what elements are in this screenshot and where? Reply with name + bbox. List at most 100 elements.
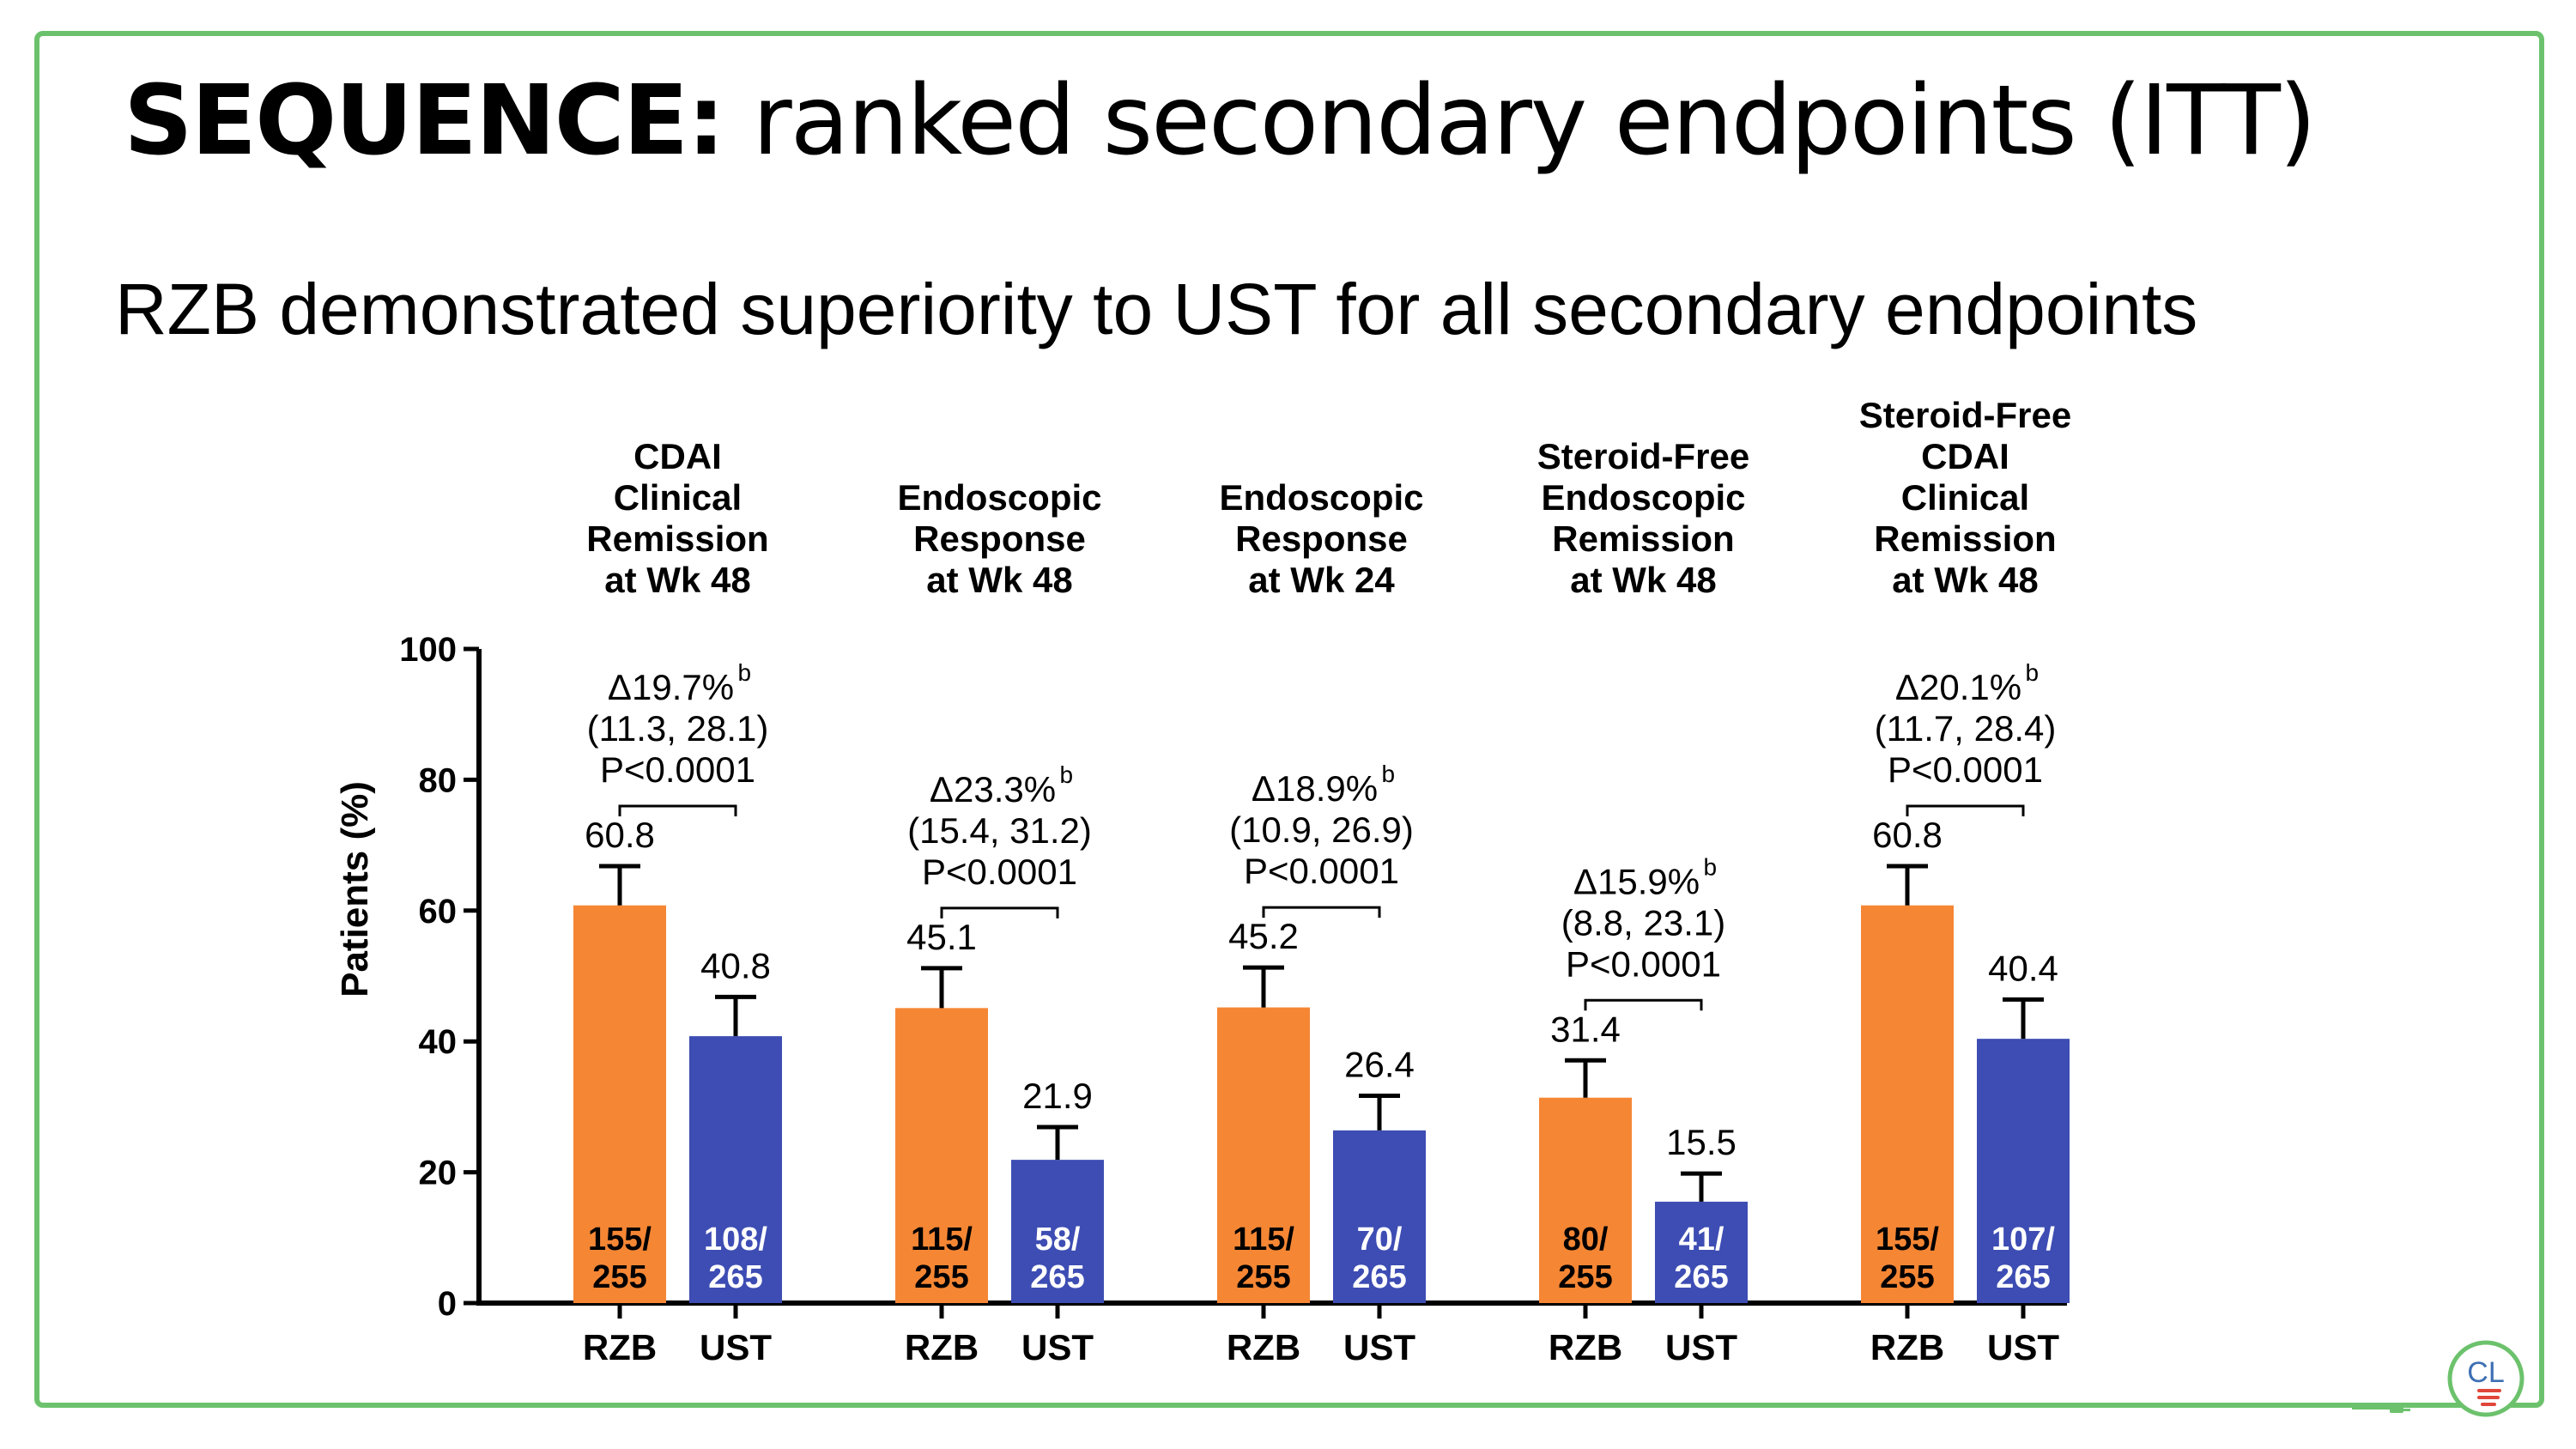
group-title-line: at Wk 24 — [1248, 560, 1395, 600]
n-label: 155/ — [1876, 1222, 1939, 1258]
group-title-line: at Wk 48 — [604, 560, 750, 600]
bar-rzb — [1217, 1007, 1310, 1303]
x-tick-label: UST — [1343, 1327, 1415, 1367]
n-label: 155/ — [588, 1222, 652, 1258]
group-title-line: Clinical — [614, 477, 742, 518]
n-label: 265 — [1030, 1259, 1084, 1295]
value-label: 21.9 — [1022, 1076, 1093, 1116]
p-value: P<0.0001 — [1566, 943, 1721, 984]
group-title-line: at Wk 48 — [1570, 560, 1716, 600]
y-tick-label: 80 — [419, 761, 458, 799]
bar-ust — [689, 1036, 782, 1303]
value-label: 31.4 — [1550, 1009, 1621, 1049]
title-rest: ranked secondary endpoints (ITT) — [724, 65, 2317, 177]
group-title-line: Steroid-Free — [1537, 436, 1749, 476]
confidence-interval: (11.7, 28.4) — [1875, 708, 2057, 749]
group-title-line: Clinical — [1901, 477, 2029, 518]
group-title-line: Response — [1235, 518, 1408, 559]
value-label: 45.2 — [1228, 916, 1299, 956]
group-title-line: Remission — [586, 518, 768, 559]
delta-footnote: b — [1704, 853, 1718, 880]
group-title-line: Endoscopic — [1219, 477, 1423, 518]
value-label: 40.8 — [700, 945, 771, 985]
confidence-interval: (10.9, 26.9) — [1229, 809, 1414, 850]
delta-value: Δ18.9% — [1252, 768, 1378, 809]
bar-rzb — [1539, 1097, 1632, 1303]
bar-ust — [1655, 1201, 1748, 1303]
group-title-line: Remission — [1874, 518, 2056, 559]
delta-value: Δ20.1% — [1895, 667, 2021, 707]
y-tick-label: 60 — [419, 893, 458, 931]
n-label: 107/ — [1991, 1222, 2055, 1258]
bar-rzb — [895, 1008, 988, 1303]
x-tick-label: UST — [1665, 1327, 1737, 1367]
group-title-line: at Wk 48 — [1892, 560, 2038, 600]
group-title-line: Steroid-Free — [1859, 395, 2071, 435]
p-value: P<0.0001 — [1244, 851, 1399, 891]
p-value: P<0.0001 — [922, 852, 1077, 892]
n-label: 255 — [1236, 1259, 1290, 1295]
x-tick-label: UST — [1021, 1327, 1094, 1367]
delta-footnote: b — [1382, 761, 1396, 787]
comparison-bracket — [1584, 998, 1703, 1011]
n-label: 70/ — [1357, 1222, 1403, 1258]
n-label: 108/ — [704, 1222, 767, 1258]
n-label: 115/ — [1233, 1222, 1294, 1258]
n-label: 265 — [1352, 1259, 1406, 1295]
group-title-line: Endoscopic — [1541, 477, 1745, 518]
y-tick-label: 0 — [438, 1285, 457, 1323]
slide-frame — [34, 31, 2544, 1408]
delta-footnote: b — [2026, 659, 2040, 686]
x-tick-label: RZB — [583, 1327, 657, 1367]
comparison-bracket — [1262, 906, 1381, 919]
plug-icon — [2352, 1403, 2410, 1413]
x-tick-label: RZB — [1549, 1327, 1622, 1367]
x-tick-label: RZB — [905, 1327, 979, 1367]
n-label: 58/ — [1035, 1222, 1081, 1258]
p-value: P<0.0001 — [600, 749, 755, 790]
delta-footnote: b — [738, 659, 752, 686]
x-tick-label: UST — [700, 1327, 772, 1367]
n-label: 80/ — [1563, 1222, 1609, 1258]
comparison-bracket — [1906, 804, 2025, 816]
group-title-line: at Wk 48 — [926, 560, 1072, 600]
x-tick-label: RZB — [1227, 1327, 1300, 1367]
bar-rzb — [573, 905, 666, 1303]
n-label: 255 — [914, 1259, 968, 1295]
group-title-line: CDAI — [1921, 436, 2009, 476]
slide-subtitle: RZB demonstrated superiority to UST for … — [115, 269, 2198, 349]
n-label: 265 — [708, 1259, 762, 1295]
value-label: 60.8 — [1872, 815, 1943, 855]
group-title-line: Response — [913, 518, 1086, 559]
y-tick-label: 100 — [399, 631, 457, 669]
value-label: 60.8 — [585, 815, 655, 855]
x-tick-label: UST — [1987, 1327, 2059, 1367]
group-title-line: CDAI — [633, 436, 722, 476]
n-label: 115/ — [911, 1222, 973, 1258]
p-value: P<0.0001 — [1888, 749, 2043, 790]
delta-value: Δ15.9% — [1573, 861, 1700, 901]
n-label: 265 — [1674, 1259, 1728, 1295]
n-label: 41/ — [1679, 1222, 1724, 1258]
delta-footnote: b — [1060, 761, 1074, 788]
group-title-line: Remission — [1552, 518, 1734, 559]
comparison-bracket — [618, 804, 737, 816]
confidence-interval: (11.3, 28.1) — [587, 708, 769, 749]
value-label: 45.1 — [906, 917, 977, 957]
bar-ust — [1333, 1130, 1426, 1303]
y-tick-label: 20 — [419, 1155, 458, 1192]
confidence-interval: (15.4, 31.2) — [907, 810, 1092, 851]
x-tick-label: RZB — [1870, 1327, 1944, 1367]
value-label: 40.4 — [1988, 948, 2058, 988]
y-tick-label: 40 — [419, 1023, 458, 1061]
bar-rzb — [1861, 905, 1954, 1303]
logo-text: CL — [2467, 1356, 2504, 1389]
delta-value: Δ23.3% — [930, 769, 1056, 809]
confidence-interval: (8.8, 23.1) — [1561, 902, 1725, 943]
value-label: 15.5 — [1666, 1122, 1737, 1162]
bar-ust — [1011, 1160, 1104, 1303]
n-label: 265 — [1996, 1259, 2050, 1295]
comparison-bracket — [940, 906, 1059, 919]
n-label: 255 — [1558, 1259, 1612, 1295]
